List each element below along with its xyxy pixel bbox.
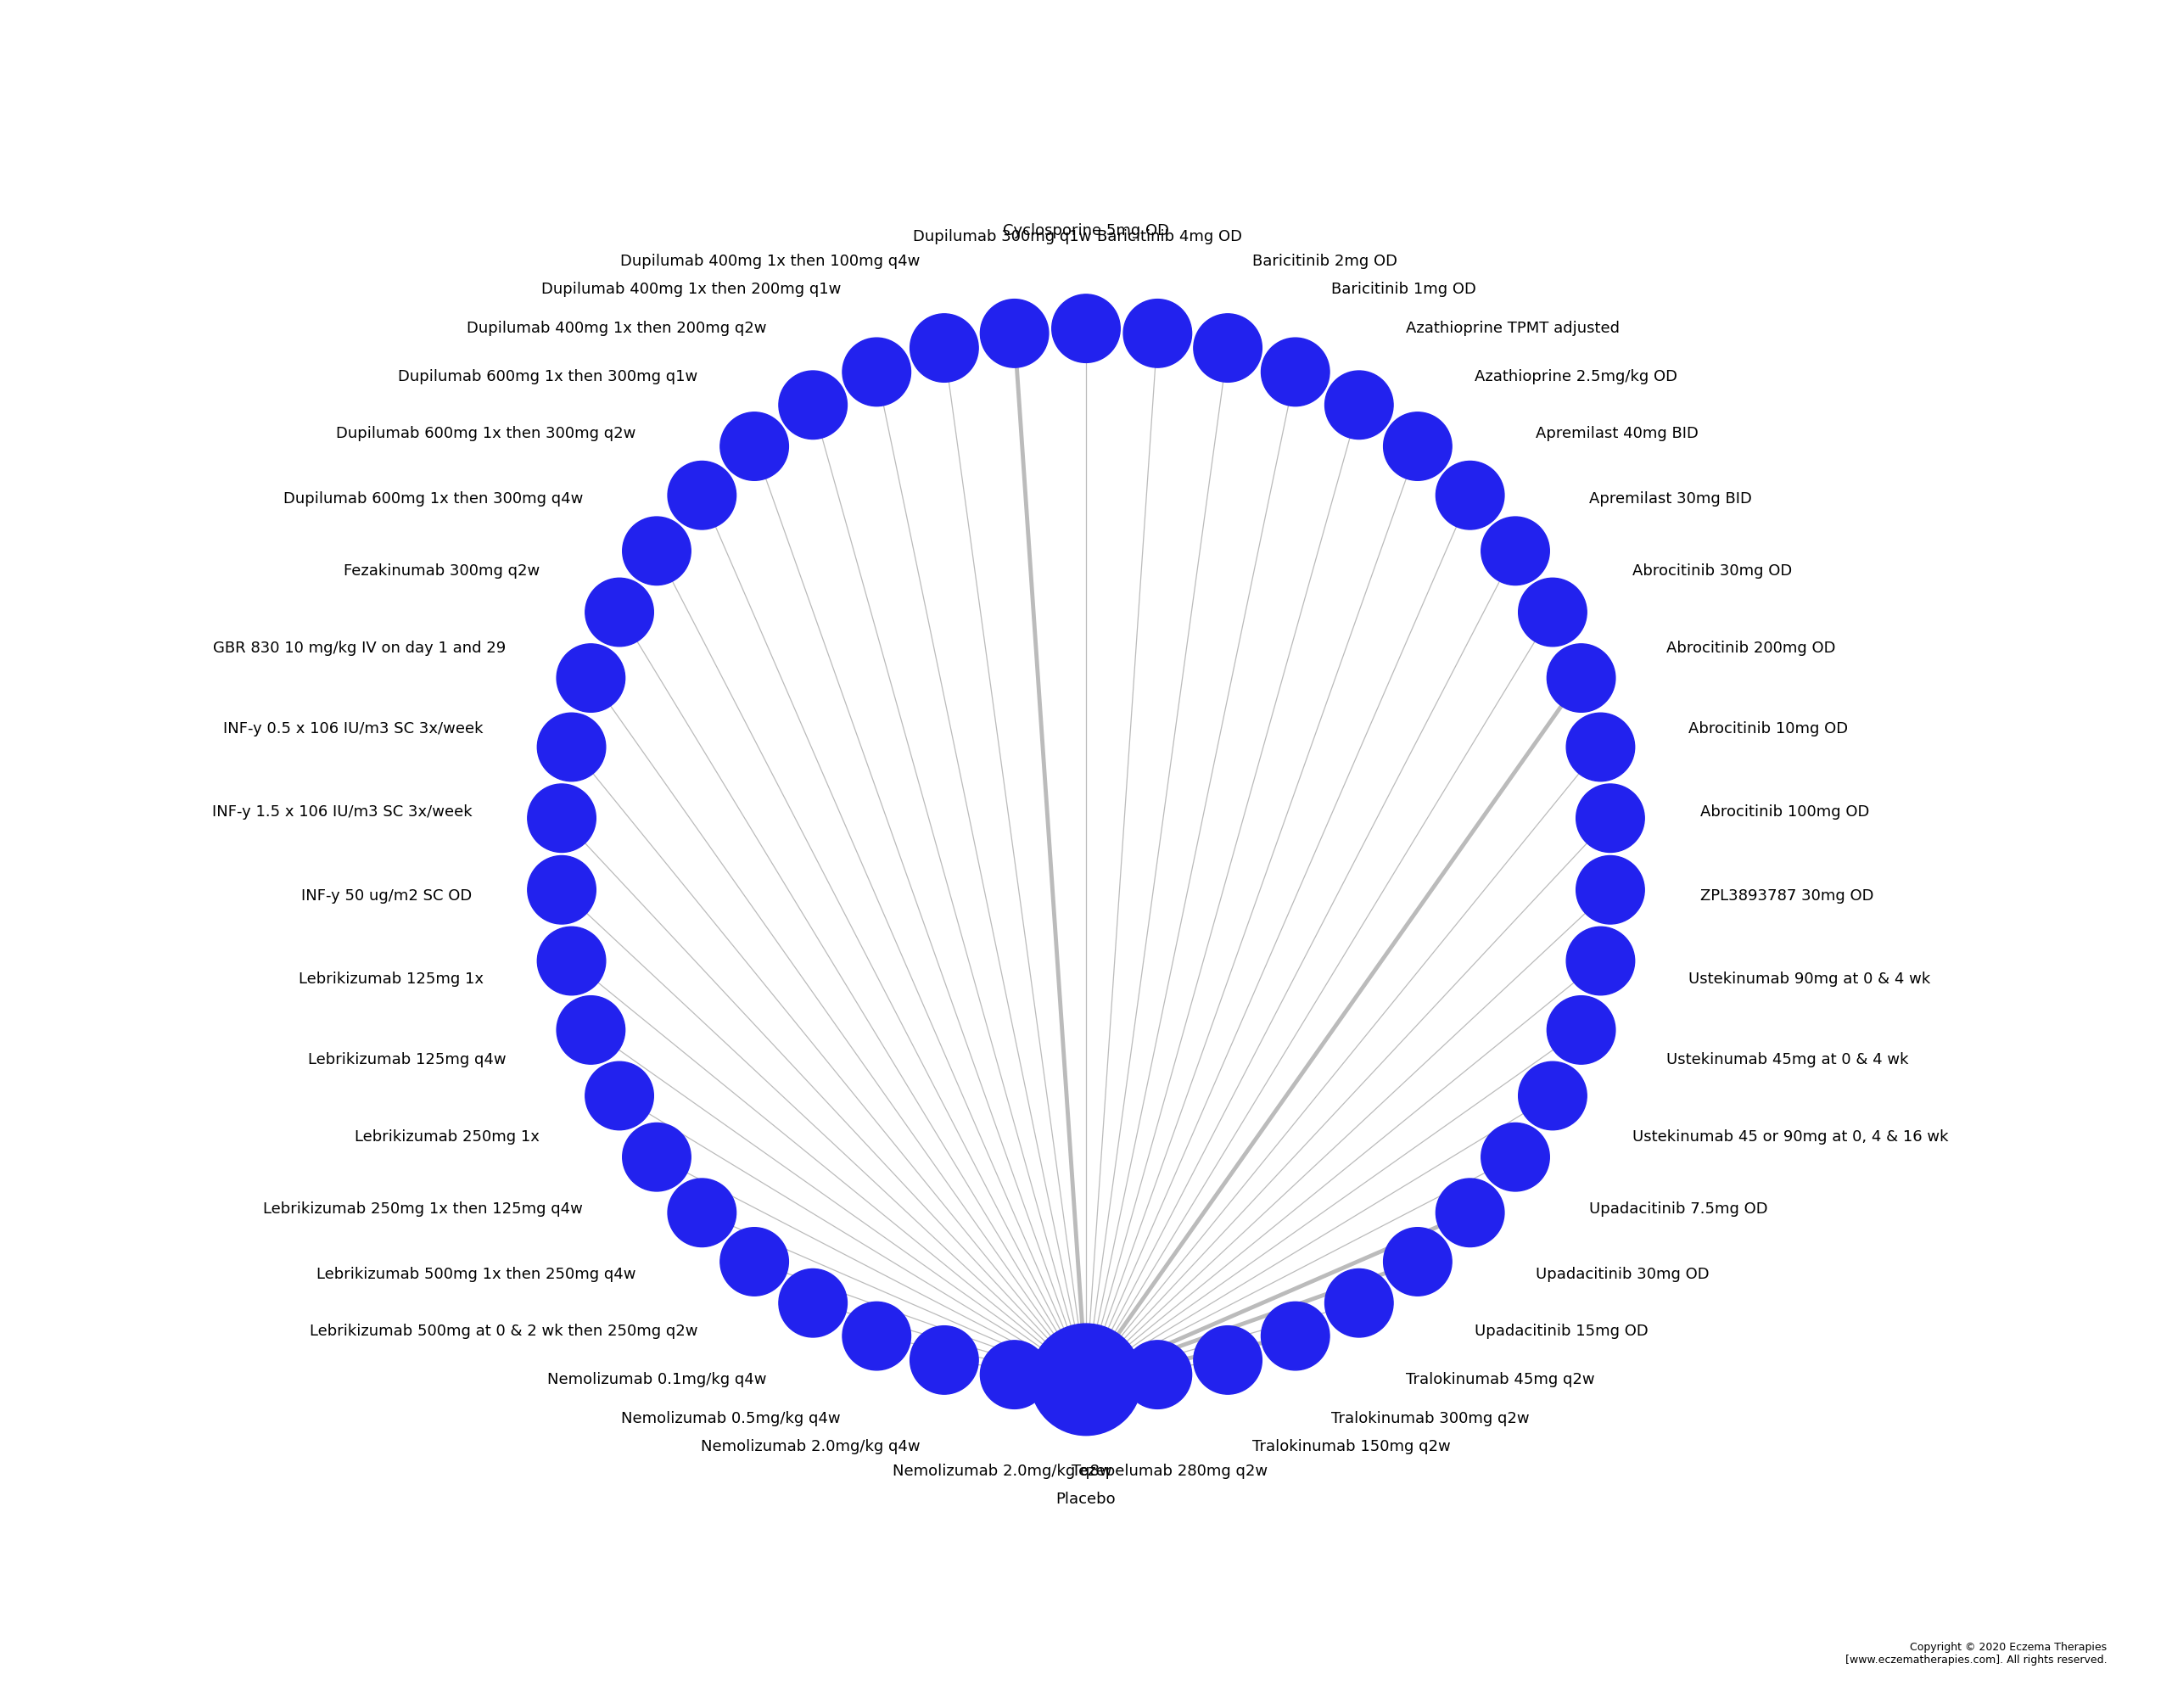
Text: Dupilumab 400mg 1x then 100mg q4w: Dupilumab 400mg 1x then 100mg q4w [621,254,921,268]
Circle shape [1577,784,1644,852]
Circle shape [667,1179,736,1247]
Text: Ustekinumab 45 or 90mg at 0, 4 & 16 wk: Ustekinumab 45 or 90mg at 0, 4 & 16 wk [1633,1129,1948,1144]
Text: Upadacitinib 30mg OD: Upadacitinib 30mg OD [1536,1267,1709,1281]
Circle shape [1546,996,1616,1064]
Text: Baricitinib 2mg OD: Baricitinib 2mg OD [1251,254,1397,268]
Text: Baricitinib 1mg OD: Baricitinib 1mg OD [1331,282,1477,297]
Text: Tralokinumab 45mg q2w: Tralokinumab 45mg q2w [1405,1372,1594,1387]
Circle shape [1577,856,1644,924]
Text: Azathioprine 2.5mg/kg OD: Azathioprine 2.5mg/kg OD [1475,369,1677,384]
Circle shape [910,314,977,383]
Circle shape [1546,644,1616,712]
Circle shape [1384,1228,1451,1296]
Text: Nemolizumab 0.1mg/kg q4w: Nemolizumab 0.1mg/kg q4w [547,1372,767,1387]
Text: Baricitinib 4mg OD: Baricitinib 4mg OD [1097,229,1242,244]
Text: Ustekinumab 90mg at 0 & 4 wk: Ustekinumab 90mg at 0 & 4 wk [1688,972,1931,987]
Text: Dupilumab 300mg q1w: Dupilumab 300mg q1w [912,229,1093,244]
Circle shape [1481,518,1549,586]
Text: Apremilast 30mg BID: Apremilast 30mg BID [1590,492,1751,507]
Text: INF-y 50 ug/m2 SC OD: INF-y 50 ug/m2 SC OD [302,888,471,904]
Circle shape [528,856,595,924]
Circle shape [667,461,736,529]
Text: Lebrikizumab 500mg at 0 & 2 wk then 250mg q2w: Lebrikizumab 500mg at 0 & 2 wk then 250m… [308,1324,697,1339]
Text: Tralokinumab 150mg q2w: Tralokinumab 150mg q2w [1251,1440,1451,1454]
Text: Placebo: Placebo [1056,1491,1116,1506]
Circle shape [1566,927,1636,996]
Circle shape [1123,299,1192,367]
Text: Abrocitinib 30mg OD: Abrocitinib 30mg OD [1633,564,1792,579]
Circle shape [528,784,595,852]
Text: Azathioprine TPMT adjusted: Azathioprine TPMT adjusted [1405,321,1620,336]
Circle shape [584,1062,654,1131]
Circle shape [536,927,606,996]
Text: Cyclosporine 5mg OD: Cyclosporine 5mg OD [1003,224,1169,239]
Text: Lebrikizumab 125mg q4w: Lebrikizumab 125mg q4w [308,1052,506,1068]
Text: Tralokinumab 300mg q2w: Tralokinumab 300mg q2w [1331,1411,1529,1426]
Circle shape [980,1341,1049,1409]
Circle shape [623,518,691,586]
Text: Abrocitinib 10mg OD: Abrocitinib 10mg OD [1688,721,1848,736]
Circle shape [536,712,606,781]
Text: Dupilumab 600mg 1x then 300mg q4w: Dupilumab 600mg 1x then 300mg q4w [282,492,582,507]
Text: INF-y 0.5 x 106 IU/m3 SC 3x/week: INF-y 0.5 x 106 IU/m3 SC 3x/week [224,721,484,736]
Circle shape [623,1122,691,1190]
Circle shape [721,412,788,480]
Circle shape [1325,371,1392,439]
Text: Fezakinumab 300mg q2w: Fezakinumab 300mg q2w [343,564,539,579]
Circle shape [1262,1301,1329,1370]
Circle shape [843,338,910,407]
Circle shape [1518,1062,1588,1131]
Text: Dupilumab 600mg 1x then 300mg q1w: Dupilumab 600mg 1x then 300mg q1w [397,369,697,384]
Circle shape [1566,712,1636,781]
Circle shape [721,1228,788,1296]
Text: Nemolizumab 2.0mg/kg q8w: Nemolizumab 2.0mg/kg q8w [893,1464,1112,1479]
Circle shape [1436,1179,1505,1247]
Circle shape [556,996,626,1064]
Text: Abrocitinib 100mg OD: Abrocitinib 100mg OD [1701,804,1870,820]
Text: ZPL3893787 30mg OD: ZPL3893787 30mg OD [1701,888,1874,904]
Text: Dupilumab 400mg 1x then 200mg q2w: Dupilumab 400mg 1x then 200mg q2w [467,321,767,336]
Text: INF-y 1.5 x 106 IU/m3 SC 3x/week: INF-y 1.5 x 106 IU/m3 SC 3x/week [213,804,471,820]
Circle shape [1123,1341,1192,1409]
Circle shape [1325,1269,1392,1337]
Circle shape [1030,1324,1142,1435]
Text: Tezepelumab 280mg q2w: Tezepelumab 280mg q2w [1071,1464,1268,1479]
Circle shape [780,371,847,439]
Circle shape [556,644,626,712]
Circle shape [1195,1325,1262,1394]
Text: Nemolizumab 2.0mg/kg q4w: Nemolizumab 2.0mg/kg q4w [702,1440,921,1454]
Text: Lebrikizumab 250mg 1x then 125mg q4w: Lebrikizumab 250mg 1x then 125mg q4w [263,1201,582,1216]
Circle shape [980,299,1049,367]
Text: Lebrikizumab 500mg 1x then 250mg q4w: Lebrikizumab 500mg 1x then 250mg q4w [317,1267,636,1281]
Text: Nemolizumab 0.5mg/kg q4w: Nemolizumab 0.5mg/kg q4w [621,1411,841,1426]
Circle shape [910,1325,977,1394]
Text: Upadacitinib 15mg OD: Upadacitinib 15mg OD [1475,1324,1649,1339]
Circle shape [1051,294,1121,362]
Circle shape [843,1301,910,1370]
Circle shape [1384,412,1451,480]
Circle shape [1262,338,1329,407]
Circle shape [584,577,654,646]
Text: Lebrikizumab 250mg 1x: Lebrikizumab 250mg 1x [354,1129,539,1144]
Text: Lebrikizumab 125mg 1x: Lebrikizumab 125mg 1x [298,972,484,987]
Circle shape [1436,461,1505,529]
Text: Dupilumab 400mg 1x then 200mg q1w: Dupilumab 400mg 1x then 200mg q1w [541,282,841,297]
Text: Upadacitinib 7.5mg OD: Upadacitinib 7.5mg OD [1590,1201,1768,1216]
Circle shape [780,1269,847,1337]
Circle shape [1195,314,1262,383]
Circle shape [1481,1122,1549,1190]
Text: Abrocitinib 200mg OD: Abrocitinib 200mg OD [1666,640,1835,656]
Text: Dupilumab 600mg 1x then 300mg q2w: Dupilumab 600mg 1x then 300mg q2w [337,427,636,441]
Text: GBR 830 10 mg/kg IV on day 1 and 29: GBR 830 10 mg/kg IV on day 1 and 29 [213,640,506,656]
Text: Ustekinumab 45mg at 0 & 4 wk: Ustekinumab 45mg at 0 & 4 wk [1666,1052,1909,1068]
Circle shape [1518,577,1588,646]
Text: Copyright © 2020 Eczema Therapies
[www.eczematherapies.com]. All rights reserved: Copyright © 2020 Eczema Therapies [www.e… [1844,1641,2107,1665]
Text: Apremilast 40mg BID: Apremilast 40mg BID [1536,427,1699,441]
